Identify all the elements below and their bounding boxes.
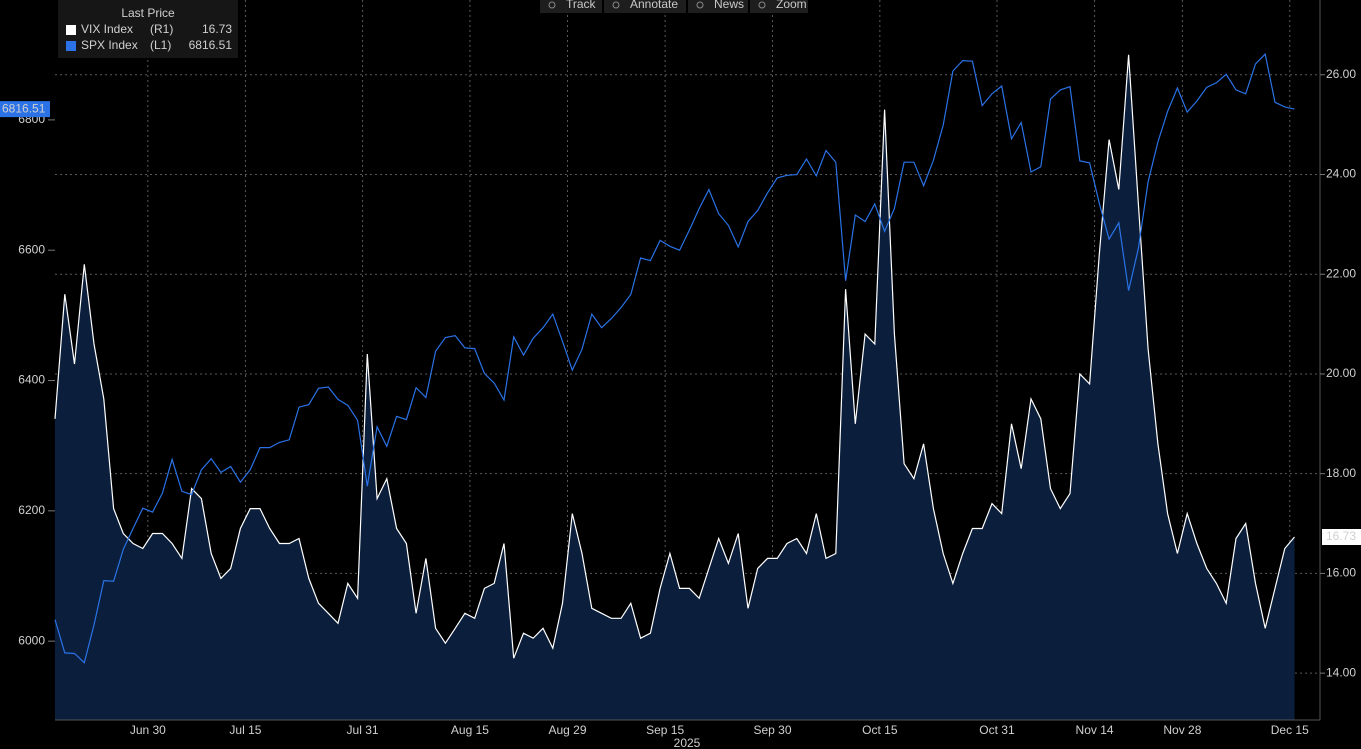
x-tick-label: Aug 15 — [451, 723, 489, 737]
legend-value: 6816.51 — [189, 38, 233, 52]
last-value-label: 6816.51 — [2, 101, 46, 115]
x-tick-label: Aug 29 — [548, 723, 586, 737]
y2-tick-label: 16.00 — [1326, 566, 1356, 580]
area — [55, 54, 1295, 721]
y2-tick-label: 18.00 — [1326, 466, 1356, 480]
toolbar-label[interactable]: Annotate — [630, 0, 678, 11]
toolbar-label[interactable]: Track — [566, 0, 597, 11]
legend-axis: (L1) — [150, 38, 171, 52]
y2-tick-label: 14.00 — [1326, 665, 1356, 679]
y2-tick-label: 24.00 — [1326, 167, 1356, 181]
x-tick-label: Sep 15 — [646, 723, 684, 737]
axes: Jun 30 Jul 15 Jul 31 Aug 15 Aug 29 Sep 15 Sep … — [0, 67, 1361, 737]
last-value-tag — [0, 101, 50, 118]
legend: Last Price VIX Index (R1) 16.73 SPX Index (L… — [58, 0, 238, 58]
toolbar: Track Annotate News Zoom — [540, 0, 808, 13]
line — [54, 52, 1295, 664]
legend-value: 16.73 — [202, 22, 232, 36]
legend-label: SPX Index — [81, 38, 138, 52]
legend-axis: (R1) — [150, 22, 173, 36]
toolbar-button[interactable] — [604, 0, 686, 13]
legend-label: VIX Index — [81, 22, 133, 36]
toolbar-button[interactable] — [540, 0, 602, 13]
x-tick-label: Nov 28 — [1163, 723, 1201, 737]
x-tick-label: Jun 30 — [130, 723, 166, 737]
x-tick-label: Dec 15 — [1271, 723, 1309, 737]
y-tick-label: 6200 — [18, 503, 45, 517]
legend-swatch — [66, 41, 76, 51]
last-value-tag — [1322, 529, 1361, 546]
toolbar-icon[interactable] — [548, 1, 556, 9]
x-tick-label: Jul 31 — [347, 723, 379, 737]
toolbar-icon[interactable] — [758, 1, 766, 9]
x-year-label: 2025 — [674, 736, 701, 749]
x-tick-label: Oct 15 — [862, 723, 898, 737]
plot — [54, 52, 1295, 721]
toolbar-label[interactable]: News — [714, 0, 744, 11]
last-value-label: 16.73 — [1326, 529, 1356, 543]
y-tick-label: 6000 — [18, 633, 45, 647]
y2-tick-label: 26.00 — [1326, 67, 1356, 81]
x-tick-label: Nov 14 — [1076, 723, 1114, 737]
toolbar-icon[interactable] — [696, 1, 704, 9]
legend-swatch — [66, 25, 76, 35]
y2-tick-label: 20.00 — [1326, 366, 1356, 380]
toolbar-icon[interactable] — [612, 1, 620, 9]
y-tick-label: 6400 — [18, 373, 45, 387]
line — [54, 54, 1295, 659]
x-tick-label: Jul 15 — [229, 723, 261, 737]
legend-title: Last Price — [121, 6, 175, 20]
y2-tick-label: 22.00 — [1326, 266, 1356, 280]
y-tick-label: 6600 — [18, 242, 45, 256]
x-tick-label: Oct 31 — [979, 723, 1015, 737]
legend-box — [58, 0, 238, 58]
x-tick-label: Sep 30 — [753, 723, 791, 737]
toolbar-label[interactable]: Zoom — [776, 0, 807, 11]
